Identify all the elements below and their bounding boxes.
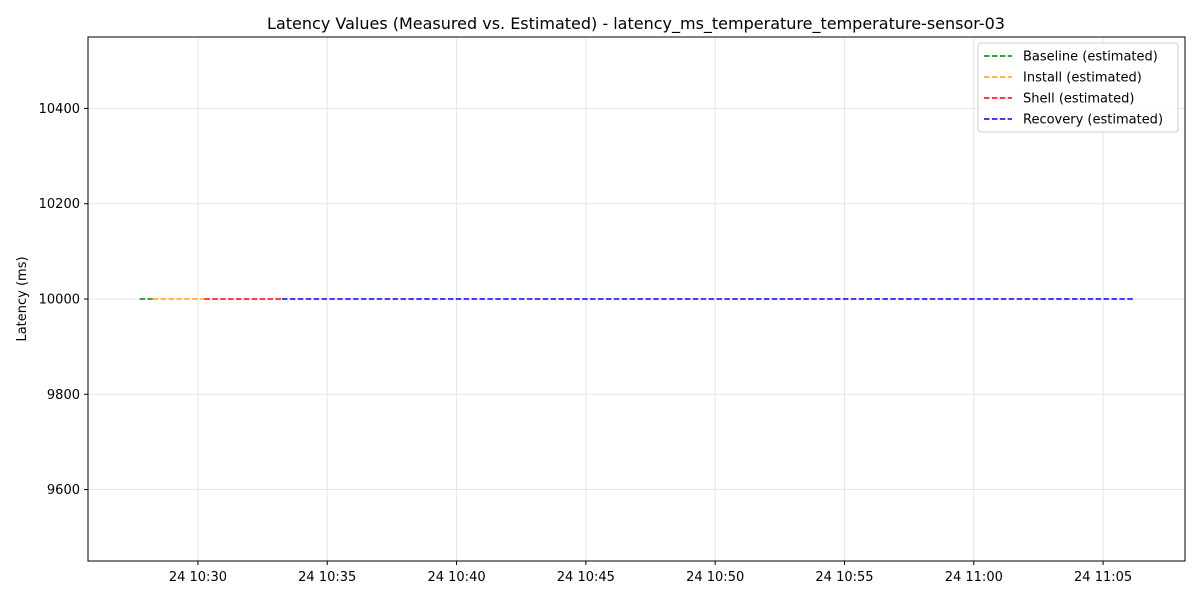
legend-label: Baseline (estimated) [1023,50,1158,65]
x-axis-ticks: 24 10:30 24 10:35 24 10:40 24 10:45 24 10:50… [169,561,1132,585]
y-axis-label: Latency (ms) [15,256,30,341]
y-tick-label: 10400 [39,102,80,117]
x-tick-label: 24 11:05 [1074,570,1132,585]
chart-title: Latency Values (Measured vs. Estimated) … [267,14,1005,34]
y-tick-label: 10000 [39,293,80,308]
x-tick-label: 24 10:55 [815,570,873,585]
legend-label: Install (estimated) [1023,71,1142,86]
y-axis-ticks: 9600 9800 10000 10200 10400 [39,102,88,498]
y-tick-label: 9800 [47,388,80,403]
legend-box [977,42,1179,133]
x-tick-label: 24 11:00 [945,570,1003,585]
legend-label: Recovery (estimated) [1023,113,1163,128]
y-tick-label: 10200 [39,197,80,212]
legend-label: Shell (estimated) [1023,92,1134,107]
x-tick-label: 24 10:45 [557,570,615,585]
y-tick-label: 9600 [47,483,80,498]
x-tick-label: 24 10:30 [169,570,227,585]
x-tick-label: 24 10:40 [427,570,485,585]
x-tick-label: 24 10:50 [686,570,744,585]
x-tick-label: 24 10:35 [298,570,356,585]
legend: Baseline (estimated) Install (estimated) S… [977,42,1179,133]
